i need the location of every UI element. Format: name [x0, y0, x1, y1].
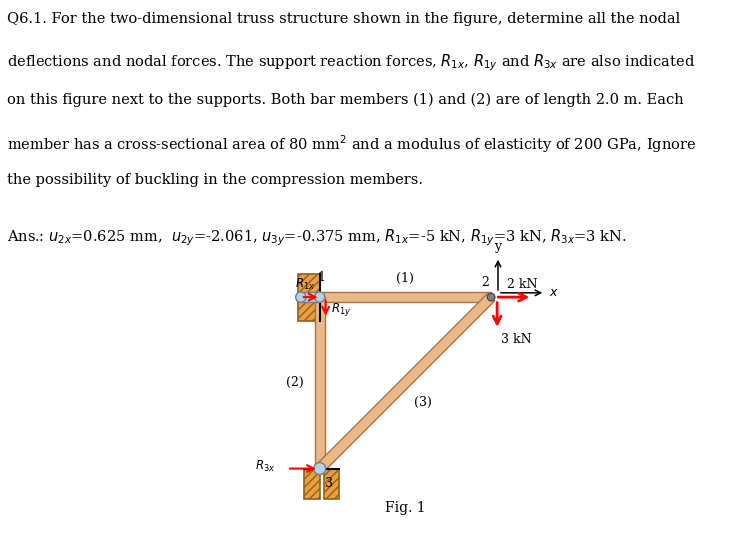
Text: the possibility of buckling in the compression members.: the possibility of buckling in the compr… — [7, 173, 423, 187]
Text: 2 kN: 2 kN — [507, 278, 537, 291]
Text: 1: 1 — [317, 271, 325, 284]
Polygon shape — [316, 294, 495, 472]
Text: on this figure next to the supports. Both bar members (1) and (2) are of length : on this figure next to the supports. Bot… — [7, 93, 684, 107]
Text: y: y — [494, 240, 502, 253]
Ellipse shape — [314, 292, 325, 302]
Text: $R_{1x}$: $R_{1x}$ — [295, 277, 315, 292]
Circle shape — [313, 463, 326, 475]
Text: deflections and nodal forces. The support reaction forces, $R_{1x}$, $R_{1y}$ an: deflections and nodal forces. The suppor… — [7, 52, 696, 73]
Circle shape — [488, 293, 495, 301]
Polygon shape — [319, 292, 491, 302]
Text: (2): (2) — [287, 376, 305, 389]
Bar — [305, 469, 319, 499]
Text: (3): (3) — [414, 396, 432, 409]
Text: 3: 3 — [325, 477, 333, 490]
Text: 2: 2 — [482, 276, 489, 288]
Text: $R_{3x}$: $R_{3x}$ — [255, 458, 275, 473]
Text: 3 kN: 3 kN — [501, 333, 531, 346]
Text: Fig. 1: Fig. 1 — [385, 501, 426, 515]
Bar — [298, 273, 319, 320]
Text: (1): (1) — [396, 272, 414, 285]
Text: member has a cross-sectional area of 80 mm$^2$ and a modulus of elasticity of 20: member has a cross-sectional area of 80 … — [7, 133, 697, 155]
Text: Q6.1. For the two-dimensional truss structure shown in the figure, determine all: Q6.1. For the two-dimensional truss stru… — [7, 12, 681, 26]
Ellipse shape — [296, 292, 306, 302]
Polygon shape — [314, 297, 325, 469]
Text: $x$: $x$ — [549, 286, 559, 300]
Bar — [324, 469, 339, 499]
Text: Ans.: $u_{2x}$=0.625 mm,  $u_{2y}$=-2.061, $u_{3y}$=-0.375 mm, $R_{1x}$=-5 kN, $: Ans.: $u_{2x}$=0.625 mm, $u_{2y}$=-2.061… — [7, 227, 627, 248]
Text: $R_{1y}$: $R_{1y}$ — [330, 301, 351, 318]
Bar — [301, 292, 319, 302]
